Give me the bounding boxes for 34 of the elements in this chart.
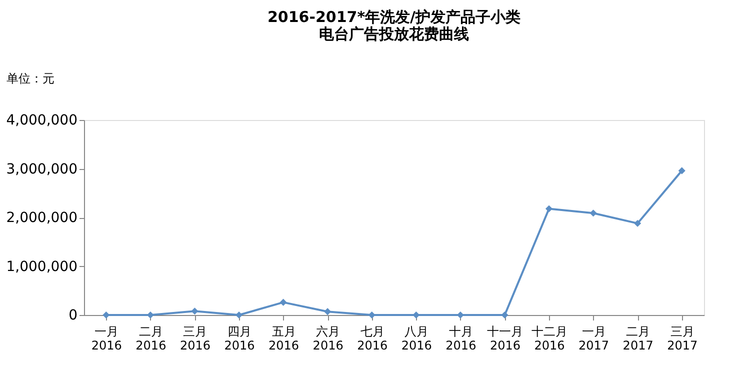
x-tick-label: 三月 2017 xyxy=(667,324,698,352)
x-tick-label: 一月 2016 xyxy=(91,324,122,352)
x-tick-label: 十二月 2016 xyxy=(532,324,568,352)
x-tick-label: 二月 2016 xyxy=(136,324,166,352)
point xyxy=(412,311,420,319)
x-tick-label: 十月 2016 xyxy=(446,324,476,352)
point xyxy=(280,298,287,306)
text: 电台广告投放花费曲线 xyxy=(319,25,469,43)
x-tick-label: 七月 2016 xyxy=(357,324,388,352)
y-tick-label: 2,000,000 xyxy=(6,210,78,226)
x-tick-label: 二月 2017 xyxy=(622,324,654,352)
point xyxy=(590,210,597,217)
x-tick-label: 十一月 2016 xyxy=(487,324,524,352)
y-axis-title: 单位：元 xyxy=(6,72,54,86)
point xyxy=(102,311,110,319)
x-tick-label: 三月 2016 xyxy=(180,324,210,352)
x-tick-label: 一月 2017 xyxy=(578,324,610,352)
point xyxy=(235,311,243,319)
x-tick-label: 六月 2016 xyxy=(312,324,344,352)
point xyxy=(324,308,332,316)
x-tick-label: 五月 2016 xyxy=(268,324,300,352)
y-tick-label: 3,000,000 xyxy=(6,161,78,178)
point xyxy=(191,308,198,315)
point xyxy=(634,220,642,227)
point xyxy=(678,167,686,174)
x-tick-label: 八月 2016 xyxy=(401,324,432,352)
x-tick-label: 四月 2016 xyxy=(224,324,255,352)
text: 2016-2017*年洗发/护发产品子小类 xyxy=(267,8,521,26)
point xyxy=(545,205,553,212)
point xyxy=(501,311,508,319)
point xyxy=(368,311,376,319)
y-tick-label: 0 xyxy=(68,308,78,324)
y-tick-label: 1,000,000 xyxy=(6,258,78,275)
y-tick-label: 4,000,000 xyxy=(6,112,78,128)
